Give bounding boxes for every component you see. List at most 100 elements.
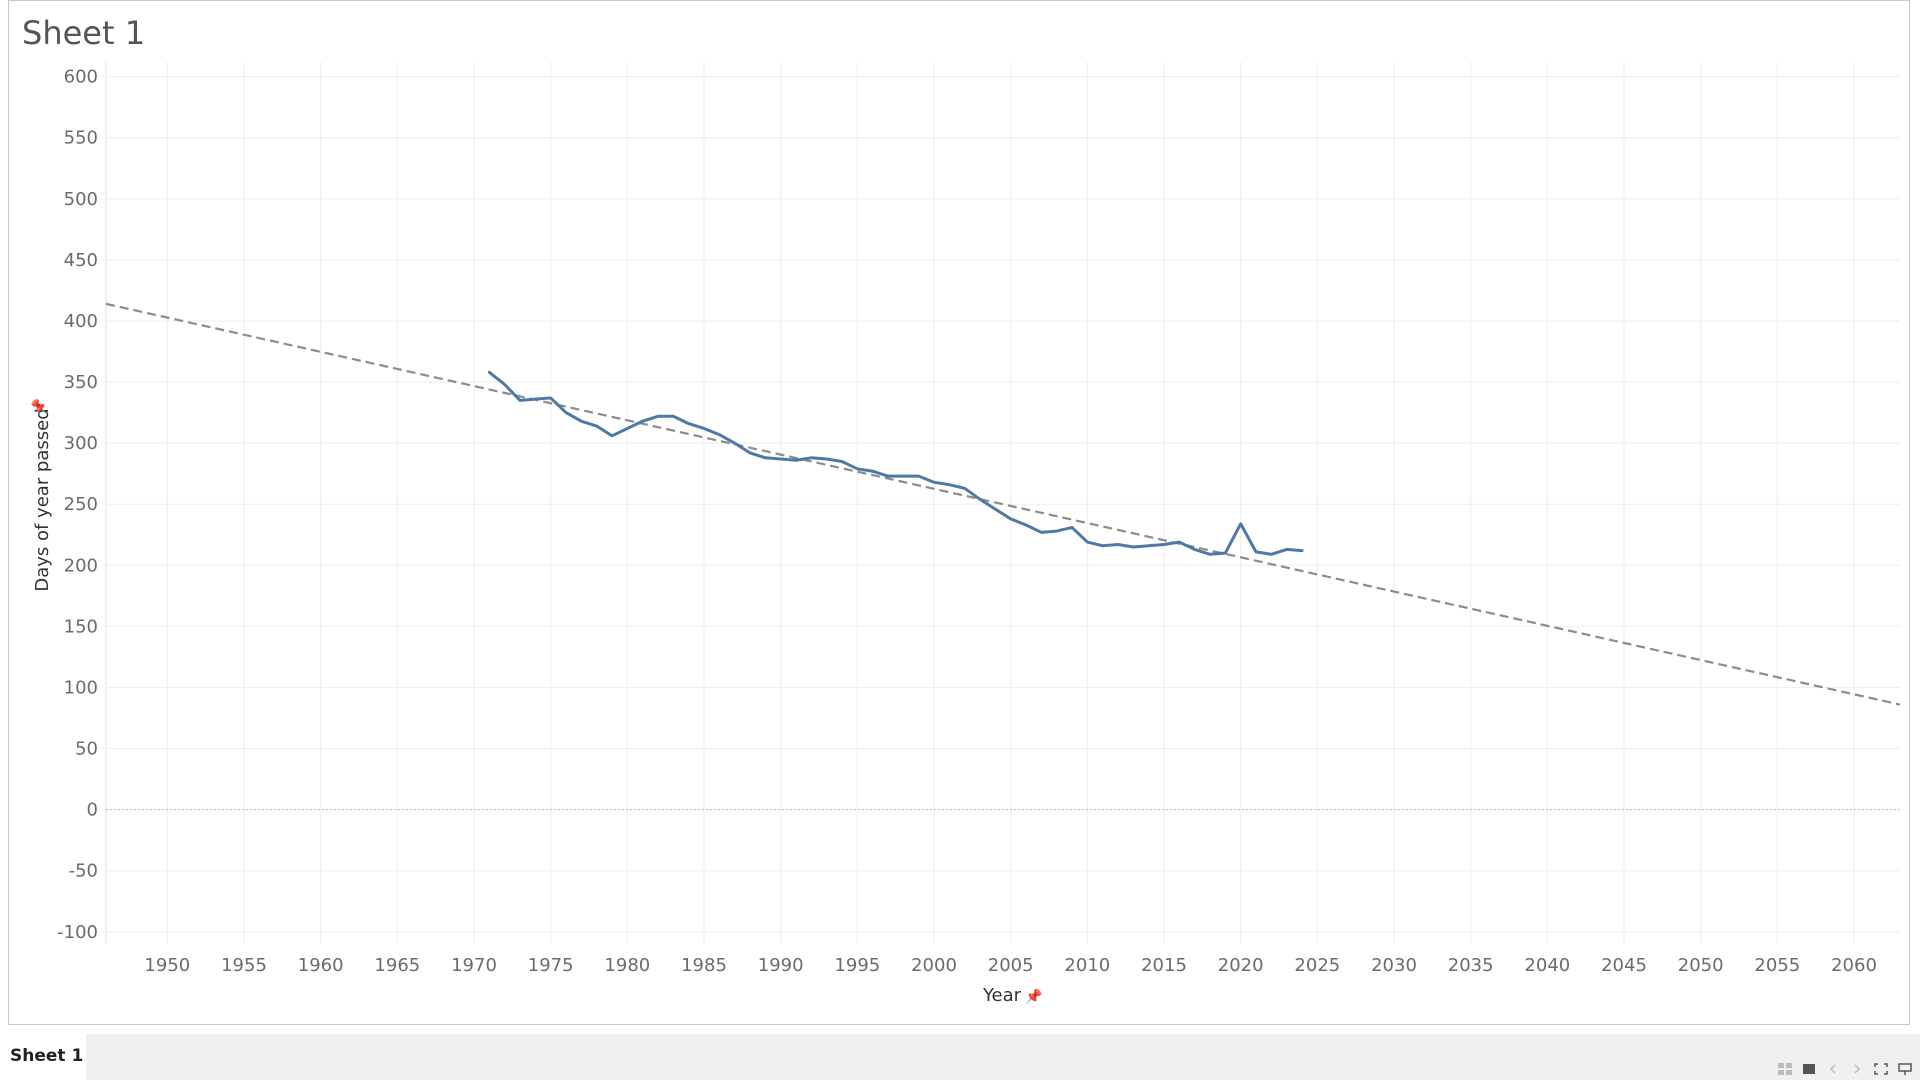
data-point[interactable] bbox=[884, 472, 892, 480]
data-point[interactable] bbox=[1267, 550, 1275, 558]
data-point[interactable] bbox=[547, 394, 555, 402]
data-point[interactable] bbox=[1221, 549, 1229, 557]
x-tick-label: 1965 bbox=[374, 955, 420, 976]
data-point[interactable] bbox=[669, 412, 677, 420]
data-point[interactable] bbox=[715, 431, 723, 439]
data-point[interactable] bbox=[623, 424, 631, 432]
data-point[interactable] bbox=[608, 432, 616, 440]
x-axis-pin-icon[interactable]: 📌 bbox=[1025, 987, 1043, 1005]
data-point[interactable] bbox=[976, 495, 984, 503]
data-point[interactable] bbox=[1114, 541, 1122, 549]
y-tick-label: -50 bbox=[69, 861, 98, 882]
data-point[interactable] bbox=[1099, 542, 1107, 550]
x-tick-label: 2010 bbox=[1064, 955, 1110, 976]
y-axis-ticks: -100 -50 0 50 100 150 200 250 300 350 400 450 500 550… bbox=[57, 67, 98, 943]
data-point[interactable] bbox=[1068, 523, 1076, 531]
data-point[interactable] bbox=[1007, 515, 1015, 523]
x-tick-label: 1960 bbox=[298, 955, 344, 976]
data-point[interactable] bbox=[1129, 543, 1137, 551]
y-axis-title[interactable]: Days of year passed bbox=[32, 408, 53, 591]
data-point[interactable] bbox=[991, 505, 999, 513]
film-strip-icon[interactable] bbox=[1802, 1060, 1816, 1074]
series-line[interactable] bbox=[487, 370, 1304, 556]
data-point[interactable] bbox=[639, 417, 647, 425]
data-point[interactable] bbox=[777, 455, 785, 463]
data-point[interactable] bbox=[1160, 541, 1168, 549]
tab-sheet-1[interactable]: Sheet 1 bbox=[0, 1034, 86, 1080]
y-tick-label: 350 bbox=[64, 372, 98, 393]
data-point[interactable] bbox=[1206, 550, 1214, 558]
data-point[interactable] bbox=[1237, 520, 1245, 528]
data-point[interactable] bbox=[1191, 545, 1199, 553]
y-tick-label: 250 bbox=[64, 494, 98, 515]
data-point[interactable] bbox=[930, 478, 938, 486]
data-point[interactable] bbox=[562, 409, 570, 417]
fullscreen-icon[interactable] bbox=[1874, 1060, 1888, 1075]
data-point[interactable] bbox=[516, 396, 524, 404]
data-point[interactable] bbox=[700, 424, 708, 432]
x-tick-label: 1985 bbox=[681, 955, 727, 976]
data-point[interactable] bbox=[654, 412, 662, 420]
data-point[interactable] bbox=[593, 422, 601, 430]
x-tick-label: 1970 bbox=[451, 955, 497, 976]
data-point[interactable] bbox=[1022, 521, 1030, 529]
x-axis-ticks: 1950 1955 1960 1965 1970 1975 1980 1985 1990 1995… bbox=[144, 955, 1876, 976]
x-tick-label: 2025 bbox=[1294, 955, 1340, 976]
grid-view-icon[interactable] bbox=[1778, 1060, 1792, 1075]
data-point[interactable] bbox=[1298, 547, 1306, 555]
y-tick-label: 100 bbox=[64, 677, 98, 698]
x-tick-label: 2015 bbox=[1141, 955, 1187, 976]
presentation-icon[interactable] bbox=[1898, 1060, 1912, 1075]
x-tick-label: 2060 bbox=[1831, 955, 1877, 976]
y-tick-label: 550 bbox=[64, 128, 98, 149]
x-tick-label: 1975 bbox=[528, 955, 574, 976]
data-point[interactable] bbox=[792, 456, 800, 464]
x-tick-label: 1950 bbox=[144, 955, 190, 976]
x-tick-label: 1980 bbox=[604, 955, 650, 976]
data-point[interactable] bbox=[915, 472, 923, 480]
x-tick-label: 1990 bbox=[758, 955, 804, 976]
x-tick-label: 2055 bbox=[1754, 955, 1800, 976]
data-point[interactable] bbox=[761, 454, 769, 462]
next-icon[interactable] bbox=[1850, 1060, 1864, 1074]
data-point[interactable] bbox=[1252, 548, 1260, 556]
data-point[interactable] bbox=[731, 439, 739, 447]
y-tick-label: 450 bbox=[64, 250, 98, 271]
series-group bbox=[485, 368, 1306, 558]
data-point[interactable] bbox=[501, 381, 509, 389]
x-axis-title[interactable]: Year bbox=[982, 985, 1022, 1006]
page-title: Sheet 1 bbox=[22, 14, 146, 52]
data-point[interactable] bbox=[1283, 545, 1291, 553]
data-point[interactable] bbox=[577, 417, 585, 425]
data-point[interactable] bbox=[961, 484, 969, 492]
data-point[interactable] bbox=[945, 481, 953, 489]
data-point[interactable] bbox=[746, 449, 754, 457]
sheet-tab-bar: Sheet 1 bbox=[0, 1034, 1920, 1080]
y-tick-label: 50 bbox=[75, 739, 98, 760]
line-chart: -100 -50 0 50 100 150 200 250 300 350 400 450 500 550… bbox=[30, 62, 1901, 1006]
trend-line[interactable] bbox=[105, 302, 1901, 706]
data-point[interactable] bbox=[807, 454, 815, 462]
data-point[interactable] bbox=[899, 472, 907, 480]
data-point[interactable] bbox=[869, 467, 877, 475]
data-point[interactable] bbox=[485, 368, 493, 376]
data-point[interactable] bbox=[1175, 538, 1183, 546]
data-point[interactable] bbox=[685, 420, 693, 428]
data-point[interactable] bbox=[1037, 528, 1045, 536]
data-point[interactable] bbox=[1053, 527, 1061, 535]
y-tick-label: 300 bbox=[64, 433, 98, 454]
x-tick-label: 2040 bbox=[1524, 955, 1570, 976]
data-point[interactable] bbox=[1083, 538, 1091, 546]
data-point[interactable] bbox=[853, 465, 861, 473]
x-tick-label: 2030 bbox=[1371, 955, 1417, 976]
data-point[interactable] bbox=[1145, 542, 1153, 550]
prev-icon[interactable] bbox=[1826, 1060, 1840, 1074]
y-axis-pin-icon[interactable]: 📌 bbox=[30, 398, 48, 416]
x-tick-label: 1955 bbox=[221, 955, 267, 976]
y-tick-label: 400 bbox=[64, 311, 98, 332]
data-point[interactable] bbox=[823, 455, 831, 463]
data-point[interactable] bbox=[838, 457, 846, 465]
data-point[interactable] bbox=[531, 395, 539, 403]
x-tick-label: 2045 bbox=[1601, 955, 1647, 976]
axis-titles: Year 📌 Days of year passed 📌 bbox=[30, 398, 1043, 1006]
